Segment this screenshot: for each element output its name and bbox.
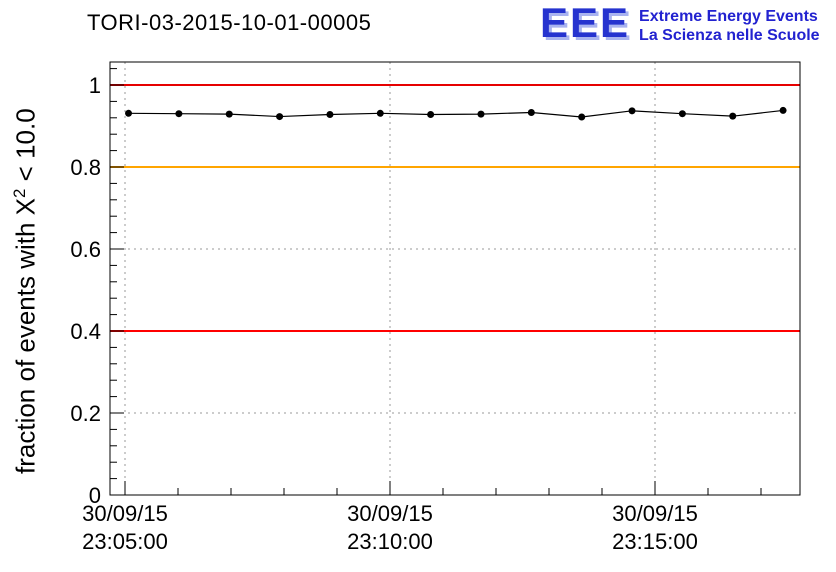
y-tick-label: 1	[89, 73, 101, 98]
y-tick-label: 0	[89, 483, 101, 508]
plot-frame	[109, 61, 801, 496]
data-point	[678, 110, 686, 118]
y-tick-label: 0.6	[70, 237, 101, 262]
chart-title: TORI-03-2015-10-01-00005	[87, 10, 372, 35]
data-point	[527, 108, 535, 116]
x-tick-label-time: 23:05:00	[82, 529, 168, 554]
x-tick-label-date: 30/09/15	[82, 501, 168, 526]
data-point	[276, 113, 284, 121]
data-point	[427, 111, 435, 119]
data-point	[628, 107, 636, 115]
x-tick-label-time: 23:15:00	[612, 529, 698, 554]
y-tick-label: 0.2	[70, 401, 101, 426]
data-point	[477, 110, 485, 118]
eee-logo: EEE Extreme Energy Events La Scienza nel…	[540, 0, 820, 46]
data-point	[326, 111, 334, 119]
data-point	[125, 109, 133, 117]
x-tick-label-date: 30/09/15	[347, 501, 433, 526]
x-tick-label-date: 30/09/15	[612, 501, 698, 526]
eee-logo-acronym: EEE	[540, 0, 631, 46]
data-point	[729, 112, 737, 120]
y-tick-label: 0.4	[70, 319, 101, 344]
eee-logo-text: Extreme Energy Events La Scienza nelle S…	[639, 3, 820, 45]
y-tick-label: 0.8	[70, 155, 101, 180]
data-line	[128, 109, 784, 118]
eee-logo-line-1: Extreme Energy Events	[639, 8, 818, 25]
eee-logo-line-2: La Scienza nelle Scuole	[639, 27, 820, 44]
data-point	[225, 110, 233, 118]
data-point	[779, 106, 787, 114]
data-point	[578, 113, 586, 121]
data-point	[376, 109, 384, 117]
data-point	[175, 110, 183, 118]
x-tick-label-time: 23:10:00	[347, 529, 433, 554]
